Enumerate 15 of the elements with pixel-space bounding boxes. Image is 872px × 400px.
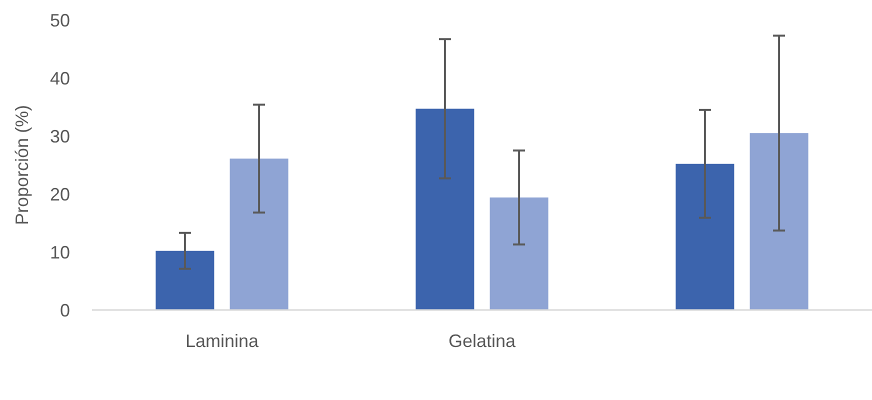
bar <box>230 158 288 310</box>
x-tick-label: Laminina <box>185 331 260 351</box>
bar <box>416 108 474 310</box>
y-tick-label: 40 <box>50 68 70 88</box>
x-tick-label: Gelatina <box>448 331 517 351</box>
y-tick-label: 50 <box>50 10 70 30</box>
bar <box>156 250 214 310</box>
bar <box>676 164 734 310</box>
bar <box>750 133 808 310</box>
y-tick-label: 30 <box>50 126 70 146</box>
y-axis-title: Proporción (%) <box>12 104 32 226</box>
y-tick-label: 0 <box>60 300 70 320</box>
bar <box>490 197 548 310</box>
y-tick-label: 10 <box>50 242 70 262</box>
y-tick-label: 20 <box>50 184 70 204</box>
